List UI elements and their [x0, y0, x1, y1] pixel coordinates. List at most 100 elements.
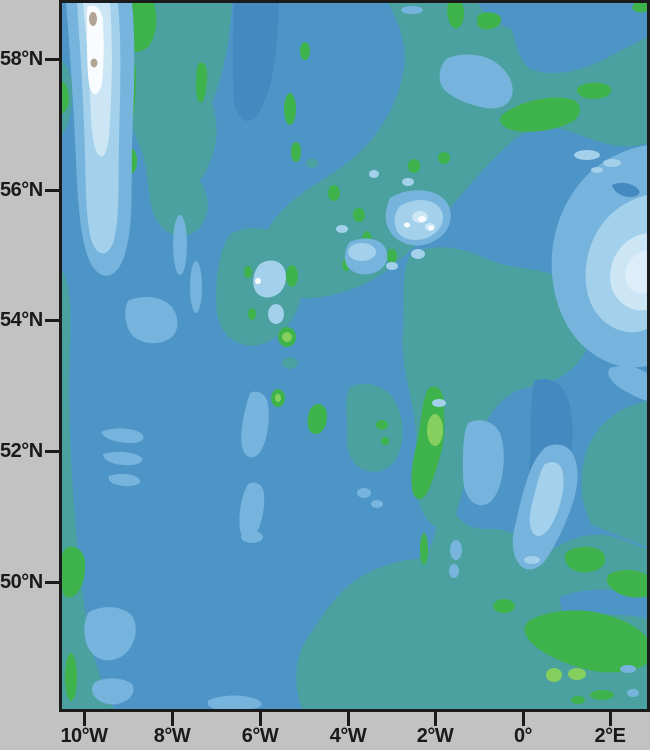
region-green-speck-4: [328, 185, 340, 201]
x-tick-label: 0°: [513, 725, 533, 747]
region-lgreen-se-spot2: [568, 668, 586, 680]
region-green-tr-corner: [632, 3, 647, 13]
region-green-speck-1: [300, 42, 310, 60]
y-tick-mark: [45, 58, 59, 61]
region-green-edge-sliver: [62, 81, 69, 113]
region-lgreen-sc-spot: [275, 394, 281, 402]
region-light-sc-dot2: [371, 500, 383, 508]
y-tick-label: 50°N: [0, 571, 43, 593]
region-light4-east-pale: [625, 250, 647, 294]
region-green-sw-streak: [65, 653, 77, 701]
region-light2-band-d1: [336, 225, 348, 233]
y-tick-label: 52°N: [0, 440, 43, 462]
x-tick-label: 6°W: [241, 725, 279, 747]
region-lgreen-se-spot1: [546, 668, 562, 682]
region-lgreen-c-spot: [282, 332, 292, 342]
region-green-ne-small: [577, 82, 612, 99]
region-tan-spot1: [89, 12, 97, 26]
x-tick-mark: [171, 712, 174, 726]
region-light-sw-streak: [91, 678, 134, 705]
region-light-east-corner: [608, 366, 647, 401]
x-tick-label: 4°W: [329, 725, 367, 747]
y-tick-label: 54°N: [0, 309, 43, 331]
region-light-se-dot2: [627, 689, 639, 697]
region-green-speck-7: [387, 249, 397, 263]
region-green-speck-8: [408, 159, 420, 173]
region-light2-band-d3: [386, 262, 398, 270]
region-green-sc-dot2: [381, 437, 389, 445]
region-light-w-dash1: [101, 428, 144, 443]
y-tick-mark: [45, 319, 59, 322]
region-light-w-dash3: [108, 473, 141, 487]
x-tick-label: 8°W: [153, 725, 191, 747]
region-white-nw-sliver: [86, 5, 104, 95]
region-teal-left-strip: [62, 271, 114, 709]
region-light-w-streak1: [173, 215, 187, 275]
region-green-se-dash2: [571, 696, 585, 704]
region-light2-e-dash2: [603, 159, 621, 167]
region-green-speck-9: [438, 152, 450, 164]
y-tick-mark: [45, 450, 59, 453]
region-light2-band-d5: [402, 178, 414, 186]
x-tick-mark: [83, 712, 86, 726]
region-green-speck-2: [284, 93, 296, 125]
region-tan-spot2: [90, 58, 98, 68]
region-light-sw-blob: [84, 607, 136, 661]
x-tick-mark: [522, 712, 525, 726]
region-green-c-speck-4: [248, 308, 256, 320]
region-light2-band-b2: [348, 243, 376, 261]
region-light-ne-left: [439, 54, 513, 109]
region-teal-east-band: [581, 401, 647, 547]
region-blue-inlet-north: [324, 42, 376, 119]
region-teal-north-main: [260, 3, 647, 299]
region-teal-mid-column: [346, 383, 403, 472]
region-light-s-dash: [207, 695, 262, 709]
region-green-se-big: [524, 610, 647, 673]
region-light-top-dash: [401, 6, 423, 14]
x-tick-mark: [609, 712, 612, 726]
region-green-se-arc1: [564, 546, 606, 573]
y-tick-label: 58°N: [0, 48, 43, 70]
contour-map: [62, 3, 647, 709]
region-light2-streak-dash: [432, 399, 446, 407]
x-tick-mark: [434, 712, 437, 726]
region-green-se-dash1: [590, 690, 614, 700]
region-light2-finger-tip: [524, 556, 540, 564]
region-light-sc-dot1: [357, 488, 371, 498]
region-light-mid-east: [462, 420, 504, 506]
region-green-sc-dot1: [376, 420, 388, 430]
region-green-ne-blob: [500, 97, 580, 132]
region-green-c-speck-1: [244, 266, 252, 278]
region-light2-c-blob: [253, 260, 286, 298]
region-white-band-dot3: [404, 222, 410, 228]
region-green-sw-blob: [62, 546, 86, 598]
region-white-c-dot: [255, 278, 261, 284]
x-tick-mark: [347, 712, 350, 726]
region-green-band-sliver: [196, 62, 208, 103]
region-light2-e-dash1: [574, 150, 600, 160]
region-green-se-arc2: [606, 569, 647, 598]
region-green-top-dash2: [476, 12, 502, 30]
region-white-band-dot2: [428, 225, 434, 231]
region-light-sc-col2: [239, 482, 265, 539]
y-tick-mark: [45, 581, 59, 584]
region-teal-speck-a: [306, 158, 318, 168]
region-green-c-speck-2: [286, 265, 298, 287]
region-light-dash-a: [450, 540, 462, 560]
region-white-band-dot1: [418, 216, 426, 222]
region-light2-band-d4: [369, 170, 379, 178]
region-light2-c-blob2: [268, 304, 284, 324]
region-green-se-left: [493, 599, 515, 613]
x-tick-mark: [259, 712, 262, 726]
y-tick-label: 56°N: [0, 179, 43, 201]
region-light2-finger-core: [529, 462, 564, 537]
x-tick-label: 10°W: [60, 725, 108, 747]
region-light2-band-d2: [411, 249, 425, 259]
region-lgreen-streak-core: [427, 414, 443, 446]
x-tick-label: 2°W: [416, 725, 454, 747]
region-light-w-blob: [125, 296, 178, 344]
region-green-top-dash1: [447, 3, 465, 29]
region-blue-squiggle: [612, 182, 640, 197]
region-green-streak-tail: [420, 533, 428, 565]
